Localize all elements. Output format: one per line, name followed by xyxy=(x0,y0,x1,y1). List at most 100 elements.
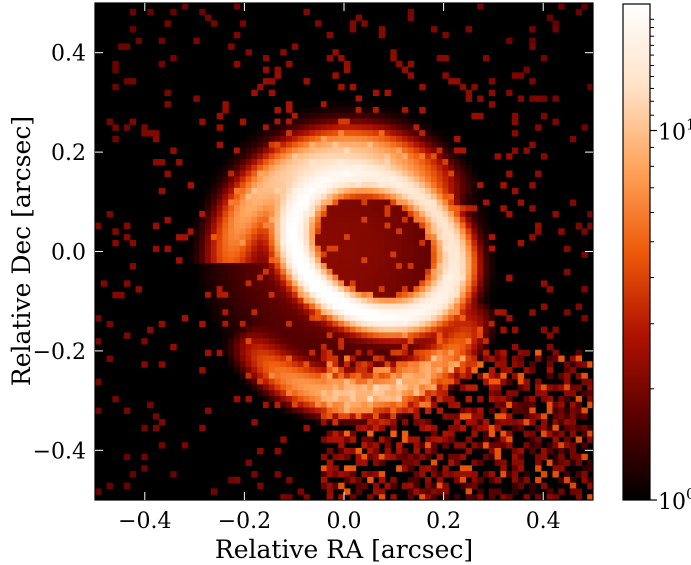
y-tick-label: −0.4 xyxy=(33,439,86,464)
heatmap-cell xyxy=(297,153,305,160)
heatmap-cell xyxy=(245,361,252,368)
heatmap-cell xyxy=(436,268,444,276)
heatmap-cell xyxy=(413,453,420,461)
heatmap-cell xyxy=(396,199,403,206)
heatmap-cell xyxy=(332,355,339,362)
heatmap-cell xyxy=(164,89,171,97)
heatmap-cell xyxy=(488,89,496,97)
heatmap-cell xyxy=(546,372,554,380)
heatmap-cell xyxy=(494,390,501,397)
heatmap-cell xyxy=(569,453,577,461)
heatmap-cell xyxy=(112,239,119,247)
heatmap-cell xyxy=(332,390,339,397)
heatmap-cell xyxy=(488,372,496,380)
heatmap-cell xyxy=(378,401,386,409)
heatmap-cell xyxy=(419,251,426,258)
heatmap-cell xyxy=(309,268,316,276)
heatmap-cell xyxy=(344,395,351,403)
heatmap-cell xyxy=(361,124,368,131)
heatmap-cell xyxy=(454,257,461,264)
heatmap-cell xyxy=(454,326,461,334)
heatmap-cell xyxy=(205,14,212,21)
heatmap-cell xyxy=(349,315,357,322)
heatmap-cell xyxy=(320,309,328,316)
heatmap-cell xyxy=(274,193,281,201)
heatmap-cell xyxy=(280,274,287,281)
heatmap-cell xyxy=(361,182,368,189)
heatmap-cell xyxy=(511,482,519,490)
heatmap-cell xyxy=(413,332,420,339)
heatmap-cell xyxy=(274,159,281,166)
heatmap-cell xyxy=(378,205,386,212)
heatmap-cell xyxy=(228,245,235,253)
heatmap-cell xyxy=(494,424,501,432)
heatmap-cell xyxy=(465,89,472,97)
heatmap-cell xyxy=(332,234,339,241)
heatmap-cell xyxy=(361,424,368,432)
heatmap-cell xyxy=(361,164,368,172)
heatmap-cell xyxy=(442,234,449,241)
heatmap-cell xyxy=(413,320,420,328)
heatmap-cell xyxy=(587,494,593,500)
heatmap-cell xyxy=(326,355,334,362)
heatmap-cell xyxy=(477,338,484,345)
heatmap-cell xyxy=(291,401,299,409)
heatmap-cell xyxy=(170,55,177,62)
heatmap-cell xyxy=(262,297,270,305)
heatmap-cell xyxy=(349,274,357,281)
heatmap-cell xyxy=(454,384,461,391)
heatmap-cell xyxy=(228,303,235,310)
heatmap-cell xyxy=(315,135,322,143)
heatmap-cell xyxy=(471,459,478,466)
heatmap-cell xyxy=(344,112,351,120)
heatmap-cell xyxy=(442,465,449,472)
heatmap-cell xyxy=(332,147,339,154)
heatmap-cell xyxy=(465,164,472,172)
heatmap-cell xyxy=(297,413,305,420)
heatmap-cell xyxy=(262,199,270,206)
heatmap-cell xyxy=(425,378,432,386)
heatmap-cell xyxy=(372,367,380,374)
heatmap-cell xyxy=(257,228,264,235)
heatmap-cell xyxy=(552,401,559,409)
heatmap-cell xyxy=(436,303,444,310)
heatmap-cell xyxy=(430,343,438,351)
heatmap-cell xyxy=(401,159,409,166)
heatmap-cell xyxy=(448,147,455,154)
heatmap-cell xyxy=(332,436,339,443)
heatmap-cell xyxy=(297,141,305,149)
heatmap-cell xyxy=(338,135,345,143)
heatmap-cell xyxy=(419,274,426,281)
heatmap-cell xyxy=(564,361,571,368)
heatmap-cell xyxy=(390,424,397,432)
heatmap-cell xyxy=(95,488,102,495)
heatmap-cell xyxy=(477,442,484,449)
heatmap-cell xyxy=(181,315,189,322)
heatmap-cell xyxy=(280,176,287,183)
heatmap-cell xyxy=(349,343,357,351)
heatmap-cell xyxy=(309,176,316,183)
heatmap-cell xyxy=(245,338,252,345)
heatmap-cell xyxy=(251,384,258,391)
heatmap-cell xyxy=(552,355,559,362)
heatmap-cell xyxy=(494,401,501,409)
heatmap-cell xyxy=(535,442,542,449)
colorbar-tick-label: 101 xyxy=(658,116,691,146)
heatmap-cell xyxy=(477,286,484,293)
heatmap-cell xyxy=(454,159,461,166)
heatmap-cell xyxy=(326,291,334,299)
heatmap-cell xyxy=(396,390,403,397)
heatmap-cell xyxy=(245,211,252,218)
heatmap-cell xyxy=(529,430,536,438)
heatmap-cell xyxy=(511,453,519,461)
heatmap-cell xyxy=(355,187,362,195)
heatmap-cell xyxy=(274,147,281,154)
heatmap-cell xyxy=(425,309,432,316)
heatmap-cell xyxy=(361,199,368,206)
heatmap-cell xyxy=(286,291,293,299)
heatmap-cell xyxy=(315,413,322,420)
heatmap-cell xyxy=(303,251,310,258)
heatmap-cell xyxy=(326,199,334,206)
heatmap-cell xyxy=(430,147,438,154)
heatmap-cell xyxy=(436,205,444,212)
